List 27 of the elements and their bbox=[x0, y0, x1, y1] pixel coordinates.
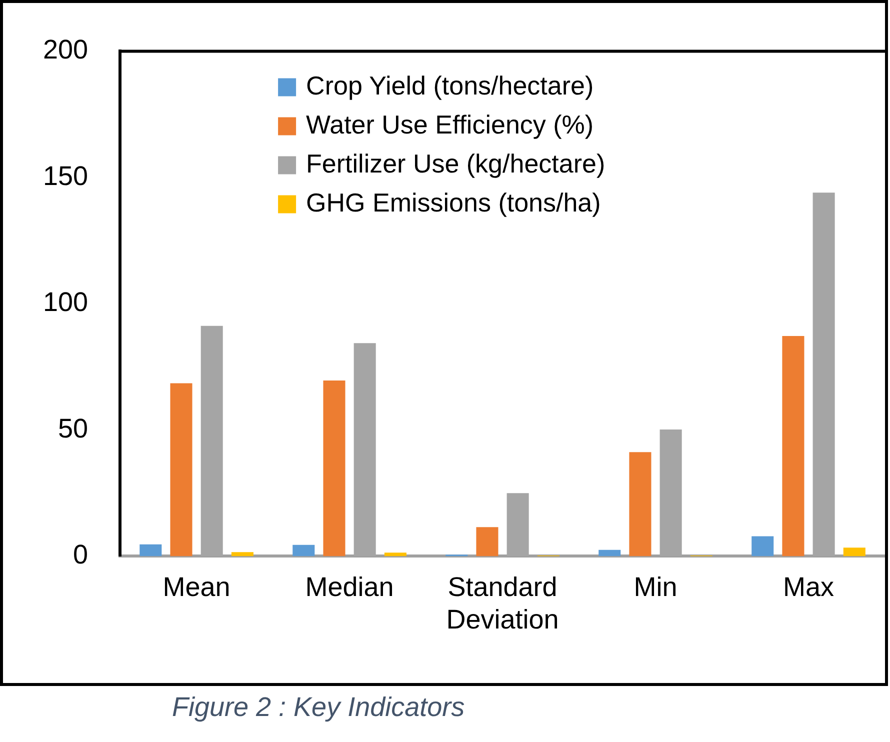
legend-label: Water Use Efficiency (%) bbox=[306, 109, 594, 140]
bar bbox=[476, 527, 498, 556]
bar bbox=[752, 536, 774, 556]
bar bbox=[231, 552, 254, 556]
legend-label: GHG Emissions (tons/ha) bbox=[306, 187, 601, 218]
y-tick-label: 150 bbox=[42, 160, 88, 191]
bar bbox=[323, 380, 346, 556]
legend-label: Fertilizer Use (kg/hectare) bbox=[306, 148, 606, 178]
bar bbox=[170, 383, 192, 556]
legend-label: Crop Yield (tons/hectare) bbox=[306, 70, 594, 100]
x-tick-label: Median bbox=[305, 572, 394, 602]
x-tick-label: Mean bbox=[162, 572, 230, 602]
x-tick-label: Min bbox=[634, 572, 678, 602]
bar bbox=[598, 550, 621, 556]
x-tick-label: Standard Deviation bbox=[446, 572, 559, 634]
y-tick-label: 100 bbox=[42, 287, 88, 318]
bar bbox=[384, 552, 406, 556]
bar bbox=[140, 544, 162, 556]
bar bbox=[782, 336, 804, 556]
y-tick-label: 0 bbox=[73, 540, 88, 570]
y-tick-label: 200 bbox=[42, 34, 88, 65]
caption: Figure 2 : Key Indicators bbox=[172, 692, 465, 723]
y-tick-label: 50 bbox=[58, 413, 88, 444]
bar bbox=[292, 544, 315, 556]
bar bbox=[629, 452, 652, 556]
x-tick-label: Max bbox=[782, 572, 835, 602]
bar bbox=[843, 548, 866, 556]
